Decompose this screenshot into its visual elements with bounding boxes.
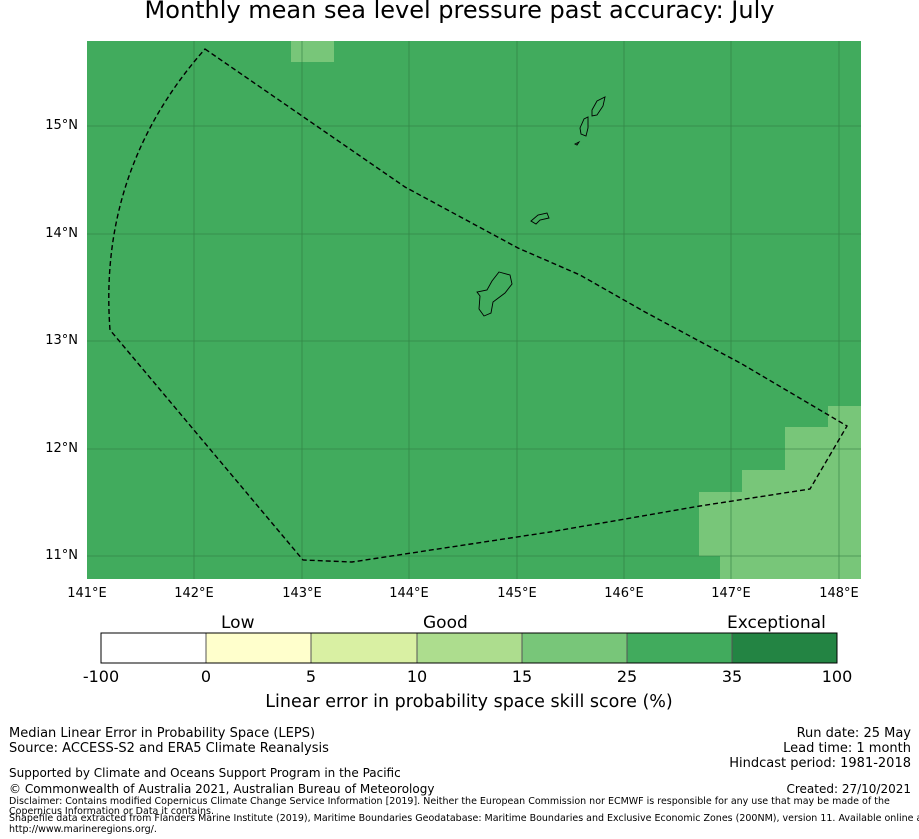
lon-tick-label: 144°E (389, 586, 429, 601)
lon-tick-label: 143°E (282, 586, 322, 601)
island-tinian (579, 116, 589, 137)
colorbar-segment (521, 632, 628, 664)
footer-shapefile-2: http://www.marineregions.org/. (9, 824, 157, 835)
map-title: Monthly mean sea level pressure past acc… (144, 0, 775, 24)
footer-method: Median Linear Error in Probability Space… (9, 726, 316, 741)
lon-tick-label: 142°E (174, 586, 214, 601)
islands (476, 96, 606, 317)
colorbar-tick-label: 35 (721, 667, 743, 686)
colorbar-tick-label: 10 (406, 667, 428, 686)
colorbar-tick-label: 0 (200, 667, 212, 686)
island-saipan (591, 96, 606, 117)
colorbar (100, 632, 838, 664)
lat-tick-label: 11°N (45, 548, 78, 563)
colorbar-segment (416, 632, 523, 664)
colorbar-tick-label: 15 (511, 667, 533, 686)
colorbar-tick-label: -100 (82, 667, 120, 686)
lon-tick-label: 141°E (67, 586, 107, 601)
lighter-skill-cells (291, 41, 861, 579)
colorbar-segment (731, 632, 838, 664)
colorbar-tick-label: 5 (305, 667, 317, 686)
footer-source: Source: ACCESS-S2 and ERA5 Climate Reana… (9, 741, 329, 756)
footer-run-date: Run date: 25 May (796, 726, 911, 741)
colorbar-category-good: Good (423, 613, 468, 633)
colorbar-segment (626, 632, 733, 664)
island-aguijan (573, 140, 581, 146)
footer-hindcast: Hindcast period: 1981-2018 (729, 756, 911, 771)
footer-shapefile-1: Shapefile data extracted from Flanders M… (9, 813, 919, 824)
footer-support: Supported by Climate and Oceans Support … (9, 766, 401, 780)
colorbar-tick-label: 100 (821, 667, 853, 686)
eez-boundary (108, 48, 848, 563)
lat-tick-label: 13°N (45, 333, 78, 348)
lon-tick-label: 146°E (604, 586, 644, 601)
island-guam (476, 271, 513, 317)
footer-disclaimer-1: Disclaimer: Contains modified Copernicus… (9, 796, 890, 807)
graticule (87, 41, 861, 579)
colorbar-category-exceptional: Exceptional (727, 613, 826, 633)
lat-tick-label: 12°N (45, 441, 78, 456)
colorbar-tick-label: 25 (616, 667, 638, 686)
lon-tick-label: 148°E (819, 586, 859, 601)
footer-created: Created: 27/10/2021 (786, 782, 911, 796)
colorbar-segment (205, 632, 312, 664)
footer-copyright: © Commonwealth of Australia 2021, Austra… (9, 782, 435, 796)
lon-tick-label: 147°E (711, 586, 751, 601)
lat-tick-label: 14°N (45, 226, 78, 241)
colorbar-segment (100, 632, 207, 664)
lat-tick-label: 15°N (45, 118, 78, 133)
colorbar-category-low: Low (221, 613, 255, 633)
lon-tick-label: 145°E (497, 586, 537, 601)
footer-disclaimer-2: Copernicus Information or Data it contai… (9, 806, 215, 817)
island-rota (530, 212, 550, 225)
skill-field-background (87, 41, 861, 579)
colorbar-title: Linear error in probability space skill … (265, 692, 673, 712)
footer-lead-time: Lead time: 1 month (783, 741, 911, 756)
colorbar-segment (310, 632, 418, 664)
